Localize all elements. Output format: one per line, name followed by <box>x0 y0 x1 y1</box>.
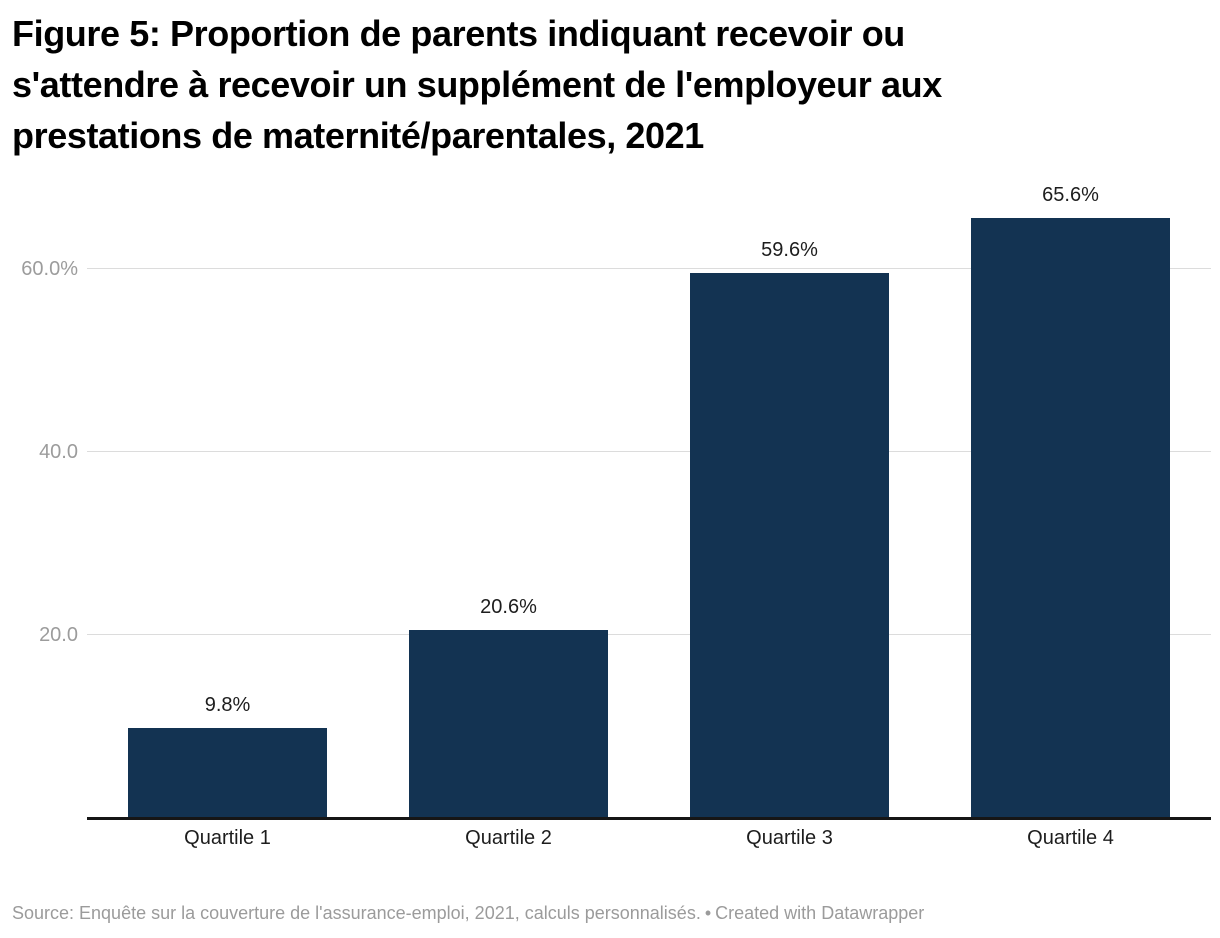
bar-value-label: 65.6% <box>1042 183 1099 206</box>
bar-value-label: 59.6% <box>761 238 818 261</box>
x-axis-tick-label: Quartile 2 <box>465 827 552 849</box>
y-axis-tick-label-20: 20.0 <box>39 624 78 646</box>
footer-separator: • <box>704 903 712 923</box>
x-axis-tick-label: Quartile 3 <box>746 827 833 849</box>
bar-quartile-2[interactable] <box>409 629 608 818</box>
gridline-40 <box>87 451 1211 453</box>
gridline-60 <box>87 268 1211 270</box>
chart-title-line-1: Figure 5: Proportion de parents indiquan… <box>12 13 905 54</box>
bar-quartile-3[interactable] <box>690 272 889 818</box>
bar-quartile-4[interactable] <box>971 217 1170 818</box>
gridline-20 <box>87 634 1211 636</box>
x-axis-baseline <box>87 817 1211 820</box>
source-text: Source: Enquête sur la couverture de l'a… <box>12 903 701 923</box>
chart-title-line-2: s'attendre à recevoir un supplément de l… <box>12 64 942 105</box>
bar-value-label: 9.8% <box>204 694 251 717</box>
bar-quartile-1[interactable] <box>128 728 327 818</box>
footer-source-line: Source: Enquête sur la couverture de l'a… <box>12 900 924 926</box>
y-axis-tick-label-60: 60.0% <box>21 258 78 280</box>
bar-value-label: 20.6% <box>480 595 537 618</box>
x-axis-tick-label: Quartile 4 <box>1027 827 1114 849</box>
chart-title-line-3: prestations de maternité/parentales, 202… <box>12 115 704 156</box>
datawrapper-credit-link[interactable]: Created with Datawrapper <box>715 903 925 923</box>
chart-title: Figure 5: Proportion de parents indiquan… <box>12 8 942 161</box>
y-axis-tick-label-40: 40.0 <box>39 441 78 463</box>
x-axis-tick-label: Quartile 1 <box>184 827 271 849</box>
